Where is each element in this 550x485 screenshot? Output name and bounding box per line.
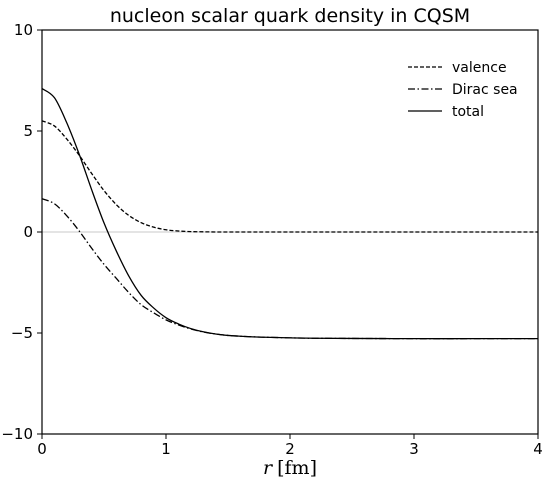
- legend-label: Dirac sea: [452, 82, 518, 98]
- y-tick-label: −10: [1, 425, 33, 443]
- series-line-valence: [41, 120, 538, 233]
- x-tick-label: 2: [285, 440, 295, 458]
- legend: valence Dirac sea total: [408, 60, 518, 120]
- series-line-total: [41, 88, 538, 340]
- series-line-dirac-sea: [41, 198, 538, 340]
- y-tick-label: 0: [23, 223, 33, 241]
- chart-title: nucleon scalar quark density in CQSM: [110, 5, 470, 27]
- y-tick-label: 10: [14, 21, 33, 39]
- plot-area: [41, 88, 538, 340]
- x-axis-label-unit: [fm]: [277, 457, 317, 479]
- x-tick-label: 1: [161, 440, 171, 458]
- x-tick-label: 3: [409, 440, 419, 458]
- y-tick-label: −5: [11, 324, 33, 342]
- y-tick-label: 5: [23, 122, 33, 140]
- x-axis-label: r [fm]: [263, 457, 317, 479]
- legend-label: total: [452, 104, 484, 120]
- x-tick-label: 4: [533, 440, 543, 458]
- legend-label: valence: [452, 60, 507, 76]
- axis-ticks: 0 1 2 3 4 −10 −5 0 5 10: [1, 21, 542, 458]
- x-tick-label: 0: [37, 440, 47, 458]
- x-axis-label-variable: r: [263, 457, 274, 479]
